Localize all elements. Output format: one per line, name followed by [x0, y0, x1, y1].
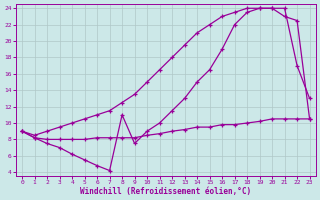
X-axis label: Windchill (Refroidissement éolien,°C): Windchill (Refroidissement éolien,°C): [80, 187, 252, 196]
